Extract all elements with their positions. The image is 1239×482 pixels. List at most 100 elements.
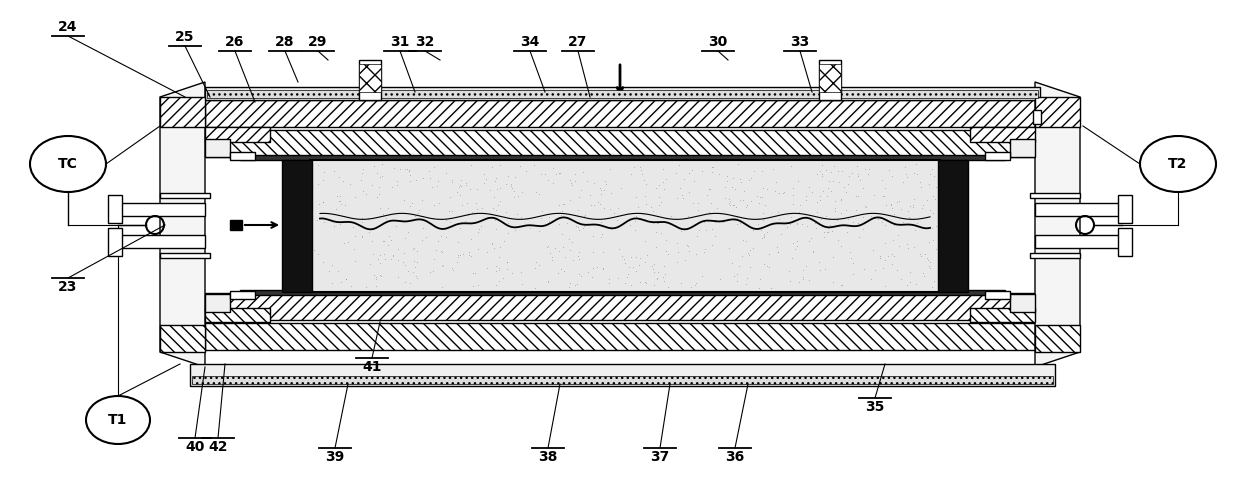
- Point: [570, 226, 590, 234]
- Point: [885, 210, 904, 218]
- Point: [623, 263, 643, 271]
- Point: [817, 166, 836, 174]
- Point: [876, 201, 896, 209]
- Point: [554, 200, 574, 208]
- Point: [757, 228, 777, 236]
- Point: [304, 246, 323, 254]
- Point: [472, 204, 492, 212]
- Point: [818, 192, 838, 200]
- Point: [788, 177, 808, 185]
- Point: [885, 221, 904, 229]
- Point: [489, 277, 509, 285]
- Point: [699, 208, 719, 216]
- Point: [373, 238, 393, 245]
- Point: [398, 267, 418, 275]
- Text: 37: 37: [650, 450, 669, 464]
- Point: [343, 223, 363, 231]
- Point: [598, 275, 618, 282]
- Point: [515, 167, 535, 174]
- Point: [463, 269, 483, 277]
- Point: [529, 261, 549, 269]
- Point: [847, 170, 867, 178]
- Point: [726, 277, 746, 284]
- Point: [757, 185, 777, 192]
- Point: [362, 237, 382, 245]
- Point: [601, 226, 621, 233]
- Bar: [108, 228, 121, 256]
- Point: [821, 187, 841, 195]
- Point: [634, 214, 654, 222]
- Point: [875, 240, 895, 247]
- Point: [922, 225, 942, 232]
- Point: [648, 219, 668, 227]
- Point: [733, 187, 753, 195]
- Point: [857, 170, 877, 178]
- Point: [538, 278, 558, 286]
- Point: [621, 281, 641, 288]
- Point: [742, 244, 762, 252]
- Point: [506, 173, 525, 181]
- Point: [686, 279, 706, 287]
- Point: [878, 252, 898, 260]
- Bar: [240, 155, 1005, 160]
- Point: [353, 165, 373, 173]
- Point: [367, 275, 387, 283]
- Point: [782, 254, 802, 262]
- Text: 36: 36: [725, 450, 745, 464]
- Point: [406, 274, 426, 282]
- Point: [585, 179, 605, 187]
- Point: [367, 194, 387, 201]
- Point: [631, 279, 650, 286]
- Point: [591, 184, 611, 192]
- Point: [821, 168, 841, 176]
- Point: [405, 212, 425, 220]
- Point: [916, 250, 935, 258]
- Point: [888, 232, 908, 240]
- Point: [783, 192, 803, 200]
- Point: [555, 253, 575, 261]
- Point: [551, 230, 571, 238]
- Point: [503, 185, 523, 192]
- Point: [736, 203, 756, 211]
- Bar: [110, 203, 204, 216]
- Point: [461, 219, 481, 227]
- Point: [818, 228, 838, 236]
- Point: [484, 177, 504, 185]
- Bar: [192, 376, 1053, 384]
- Point: [370, 272, 390, 280]
- Point: [313, 168, 333, 176]
- Point: [476, 175, 496, 183]
- Point: [313, 175, 333, 183]
- Point: [829, 178, 849, 186]
- Point: [502, 182, 522, 189]
- Point: [382, 255, 401, 263]
- Point: [440, 193, 460, 201]
- Point: [596, 180, 616, 188]
- Point: [389, 246, 409, 254]
- Point: [642, 217, 662, 225]
- Point: [626, 217, 646, 225]
- Point: [752, 193, 772, 201]
- Point: [309, 161, 328, 169]
- Point: [383, 252, 403, 259]
- Point: [631, 166, 650, 174]
- Point: [367, 223, 387, 230]
- Point: [395, 234, 415, 241]
- Point: [352, 233, 372, 241]
- Point: [752, 235, 772, 242]
- Point: [679, 169, 699, 177]
- Point: [352, 218, 372, 226]
- Point: [725, 186, 745, 193]
- Point: [346, 257, 366, 265]
- Point: [831, 209, 851, 217]
- Point: [600, 279, 620, 287]
- Point: [768, 249, 788, 256]
- Point: [603, 209, 623, 217]
- Point: [901, 214, 921, 222]
- Point: [489, 184, 509, 191]
- Text: T2: T2: [1168, 157, 1188, 171]
- Point: [924, 277, 944, 284]
- Point: [569, 206, 589, 214]
- Point: [330, 192, 349, 200]
- Point: [907, 170, 927, 178]
